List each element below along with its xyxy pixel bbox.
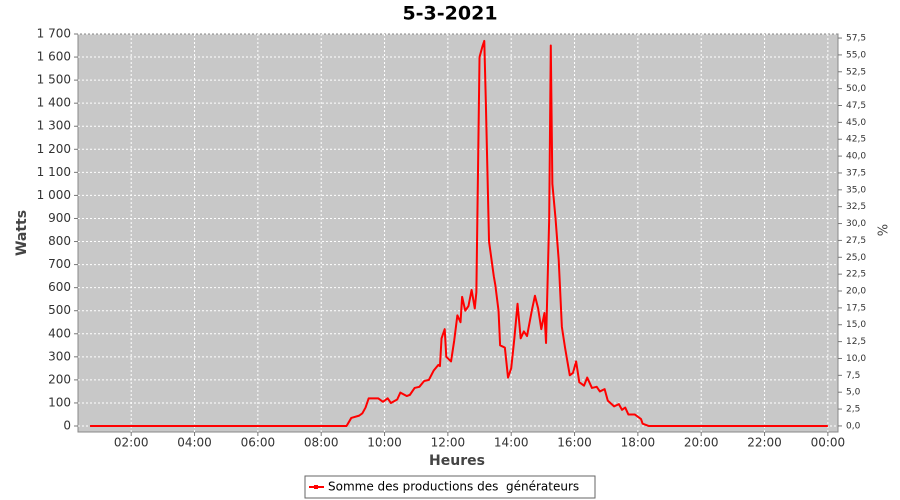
- y-tick-label: 1 400: [37, 96, 71, 110]
- y2-tick-label: 0,0: [846, 421, 861, 431]
- y2-tick-label: 50,0: [846, 84, 866, 94]
- y2-tick-label: 32,5: [846, 202, 866, 212]
- y-tick-label: 500: [48, 303, 71, 317]
- x-tick-label: 20:00: [684, 436, 719, 450]
- y-tick-label: 1 300: [37, 119, 71, 133]
- y-tick-label: 400: [48, 326, 71, 340]
- y-tick-label: 900: [48, 211, 71, 225]
- y-tick-label: 1 100: [37, 165, 71, 179]
- y-tick-label: 1 500: [37, 73, 71, 87]
- x-tick-label: 18:00: [621, 436, 656, 450]
- plot-area: [77, 33, 839, 433]
- y2-tick-label: 42,5: [846, 135, 866, 145]
- y2-tick-label: 47,5: [846, 101, 866, 111]
- y2-tick-label: 12,5: [846, 337, 866, 347]
- y2-tick-label: 35,0: [846, 185, 866, 195]
- x-tick-label: 08:00: [304, 436, 339, 450]
- y2-tick-label: 10,0: [846, 354, 866, 364]
- x-tick-label: 22:00: [747, 436, 782, 450]
- y2-axis-label: %: [877, 224, 892, 236]
- y2-tick-label: 37,5: [846, 168, 866, 178]
- y-tick-label: 1 200: [37, 142, 71, 156]
- y2-tick-label: 52,5: [846, 67, 866, 77]
- x-tick-label: 10:00: [367, 436, 402, 450]
- y2-tick-label: 17,5: [846, 303, 866, 313]
- series-line: [90, 39, 828, 428]
- y2-tick-label: 15,0: [846, 320, 866, 330]
- y-tick-label: 600: [48, 280, 71, 294]
- y2-tick-label: 27,5: [846, 236, 866, 246]
- y-tick-label: 100: [48, 395, 71, 409]
- y-tick-label: 1 000: [37, 188, 71, 202]
- y-tick-label: 1 600: [37, 50, 71, 64]
- x-axis-label: Heures: [429, 453, 485, 469]
- y-axis-label: Watts: [14, 210, 30, 256]
- y2-tick-label: 55,0: [846, 50, 866, 60]
- chart-title: 5-3-2021: [402, 3, 497, 25]
- y2-tick-label: 45,0: [846, 118, 866, 128]
- legend-swatch-dot: [314, 485, 318, 489]
- y2-tick-label: 20,0: [846, 287, 866, 297]
- y2-tick-label: 57,5: [846, 34, 866, 44]
- x-tick-label: 12:00: [431, 436, 466, 450]
- y-tick-label: 1 700: [37, 27, 71, 41]
- y-tick-label: 800: [48, 234, 71, 248]
- y2-tick-label: 25,0: [846, 253, 866, 263]
- x-tick-label: 04:00: [177, 436, 212, 450]
- y2-tick-label: 40,0: [846, 152, 866, 162]
- y2-tick-label: 5,0: [846, 388, 861, 398]
- y2-tick-label: 2,5: [846, 405, 860, 415]
- y-tick-label: 0: [63, 419, 71, 433]
- legend-label: Somme des productions des générateurs: [328, 480, 579, 494]
- y-tick-label: 700: [48, 257, 71, 271]
- x-tick-label: 16:00: [557, 436, 592, 450]
- x-tick-label: 02:00: [114, 436, 149, 450]
- y-tick-label: 300: [48, 349, 71, 363]
- y2-tick-label: 30,0: [846, 219, 866, 229]
- legend-box: [304, 475, 596, 499]
- x-tick-label: 06:00: [241, 436, 276, 450]
- y2-tick-label: 7,5: [846, 371, 860, 381]
- x-tick-label: 14:00: [494, 436, 529, 450]
- x-tick-label: 00:00: [811, 436, 846, 450]
- y2-tick-label: 22,5: [846, 270, 866, 280]
- y-tick-label: 200: [48, 372, 71, 386]
